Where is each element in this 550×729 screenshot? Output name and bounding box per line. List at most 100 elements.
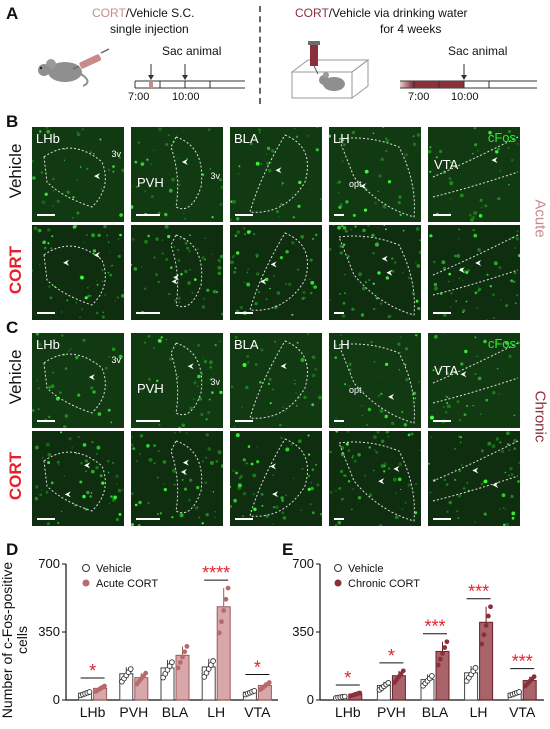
x-tick-label: PVH bbox=[377, 704, 406, 720]
micrograph-cort-acute-lhb bbox=[32, 225, 124, 320]
data-point-cort bbox=[488, 604, 493, 610]
data-point-cort bbox=[435, 662, 441, 668]
sac-animal-label-left: Sac animal bbox=[162, 44, 222, 58]
scale-bar bbox=[334, 518, 344, 520]
scale-bar bbox=[136, 518, 160, 520]
micrograph-vehicle-chronic-vta: VTA cFos bbox=[428, 333, 520, 428]
significance-stars: * bbox=[254, 658, 261, 678]
row-label-vehicle-chronic: Vehicle bbox=[6, 349, 25, 405]
x-tick-label: BLA bbox=[422, 704, 449, 720]
third-ventricle-label: 3v bbox=[210, 377, 220, 387]
significance-stars: **** bbox=[202, 563, 230, 583]
panel-a-left-title: CORT/Vehicle S.C. bbox=[92, 6, 194, 20]
panel-b-label: B bbox=[6, 112, 19, 131]
panel-a-right-title: CORT/Vehicle via drinking water bbox=[295, 6, 468, 20]
micrograph-vehicle-chronic-lhb: LHb 3v bbox=[32, 333, 124, 428]
legend-label-cort: Chronic CORT bbox=[348, 578, 420, 590]
data-point-cort bbox=[219, 619, 224, 625]
data-point-vehicle bbox=[251, 687, 258, 694]
scale-bar bbox=[433, 420, 451, 422]
side-label-acute: Acute bbox=[531, 199, 549, 238]
micrograph-cort-acute-lh bbox=[329, 225, 421, 320]
row-label-cort-acute: CORT bbox=[6, 245, 25, 295]
panel-a-right-subtitle: for 4 weeks bbox=[380, 22, 442, 36]
title-rest: /Vehicle via drinking water bbox=[328, 6, 468, 20]
significance-stars: *** bbox=[424, 617, 445, 637]
significance-stars: *** bbox=[468, 582, 489, 602]
title-rest: /Vehicle S.C. bbox=[125, 6, 195, 20]
x-tick-label: PVH bbox=[119, 704, 148, 720]
y-tick-label: 350 bbox=[292, 624, 314, 639]
sac-animal-label-right: Sac animal bbox=[448, 44, 508, 58]
cort-word: CORT bbox=[295, 6, 329, 20]
scale-bar bbox=[433, 518, 451, 520]
legend-label-vehicle: Vehicle bbox=[96, 563, 131, 575]
y-tick-label: 350 bbox=[38, 624, 60, 639]
micrograph-vehicle-acute-vta: VTA cFos bbox=[428, 127, 520, 222]
legend-marker-vehicle bbox=[82, 564, 90, 572]
x-tick-label: VTA bbox=[244, 704, 271, 720]
data-point-vehicle bbox=[516, 689, 522, 695]
micrograph-cort-chronic-lh bbox=[329, 431, 421, 526]
micrograph-cort-acute-bla bbox=[230, 225, 322, 320]
micrograph-cort-acute-pvh bbox=[131, 225, 223, 320]
x-tick-label: LHb bbox=[335, 704, 361, 720]
scale-bar bbox=[37, 312, 55, 314]
data-point-vehicle bbox=[169, 659, 175, 666]
data-point-cort bbox=[444, 639, 450, 645]
scale-bar bbox=[37, 420, 55, 422]
chart-d: 0 350 700 LHb * PVH BLA LH **** VTA * Vehicle Acute … bbox=[38, 556, 278, 720]
data-point-cort bbox=[102, 683, 107, 689]
x-tick-label: VTA bbox=[509, 704, 536, 720]
micrograph-cort-chronic-vta bbox=[428, 431, 520, 526]
region-label-bla: BLA bbox=[234, 337, 259, 352]
x-tick-label: LH bbox=[470, 704, 488, 720]
data-point-cort bbox=[182, 649, 188, 655]
mouse-syringe-icon bbox=[38, 48, 110, 87]
data-point-cort bbox=[357, 690, 363, 696]
data-point-cort bbox=[177, 660, 183, 665]
micrograph-cort-chronic-bla bbox=[230, 431, 322, 526]
data-point-cort bbox=[143, 670, 149, 676]
data-point-cort bbox=[400, 668, 406, 674]
data-point-cort bbox=[225, 585, 231, 591]
optic-tract-label: opt bbox=[349, 385, 362, 395]
significance-stars: * bbox=[388, 646, 395, 666]
x-tick-label: LHb bbox=[80, 704, 106, 720]
chart-e: 0 350 700 LHb * PVH * BLA *** LH *** VTA *** Vehicle C… bbox=[292, 556, 544, 720]
tick-700-left: 7:00 bbox=[128, 91, 150, 103]
micrograph-vehicle-acute-lhb: LHb 3v bbox=[32, 127, 124, 222]
region-label-lh: LH bbox=[333, 337, 350, 352]
cfos-label: cFos bbox=[487, 130, 516, 145]
data-point-vehicle bbox=[86, 689, 93, 695]
row-label-cort-chronic: CORT bbox=[6, 451, 25, 501]
timeline-acute bbox=[134, 64, 245, 89]
region-label-pvh: PVH bbox=[137, 381, 164, 396]
data-point-cort bbox=[184, 643, 190, 649]
data-point-cort bbox=[221, 608, 227, 613]
data-point-vehicle bbox=[341, 693, 348, 700]
data-point-vehicle bbox=[472, 665, 479, 671]
data-point-cort bbox=[180, 654, 185, 660]
significance-stars: *** bbox=[512, 652, 533, 672]
significance-stars: * bbox=[89, 661, 96, 681]
data-point-cort bbox=[266, 680, 272, 685]
legend-marker-vehicle bbox=[334, 564, 342, 572]
data-point-cort bbox=[485, 613, 491, 619]
third-ventricle-label: 3v bbox=[111, 149, 121, 159]
significance-stars: * bbox=[344, 668, 351, 688]
legend-label-cort: Acute CORT bbox=[96, 578, 158, 590]
scale-bar bbox=[433, 214, 451, 216]
micrograph-cort-chronic-pvh bbox=[131, 431, 223, 526]
scale-bar bbox=[235, 420, 253, 422]
x-tick-label: BLA bbox=[162, 704, 189, 720]
timeline-chronic bbox=[400, 64, 537, 89]
third-ventricle-label: 3v bbox=[210, 171, 220, 181]
row-label-vehicle-acute: Vehicle bbox=[6, 143, 25, 199]
scale-bar bbox=[136, 420, 160, 422]
data-point-cort bbox=[442, 645, 448, 650]
scale-bar bbox=[235, 214, 253, 216]
data-point-cort bbox=[216, 630, 222, 636]
data-point-vehicle bbox=[210, 658, 216, 664]
panel-a-left-subtitle: single injection bbox=[110, 22, 189, 36]
